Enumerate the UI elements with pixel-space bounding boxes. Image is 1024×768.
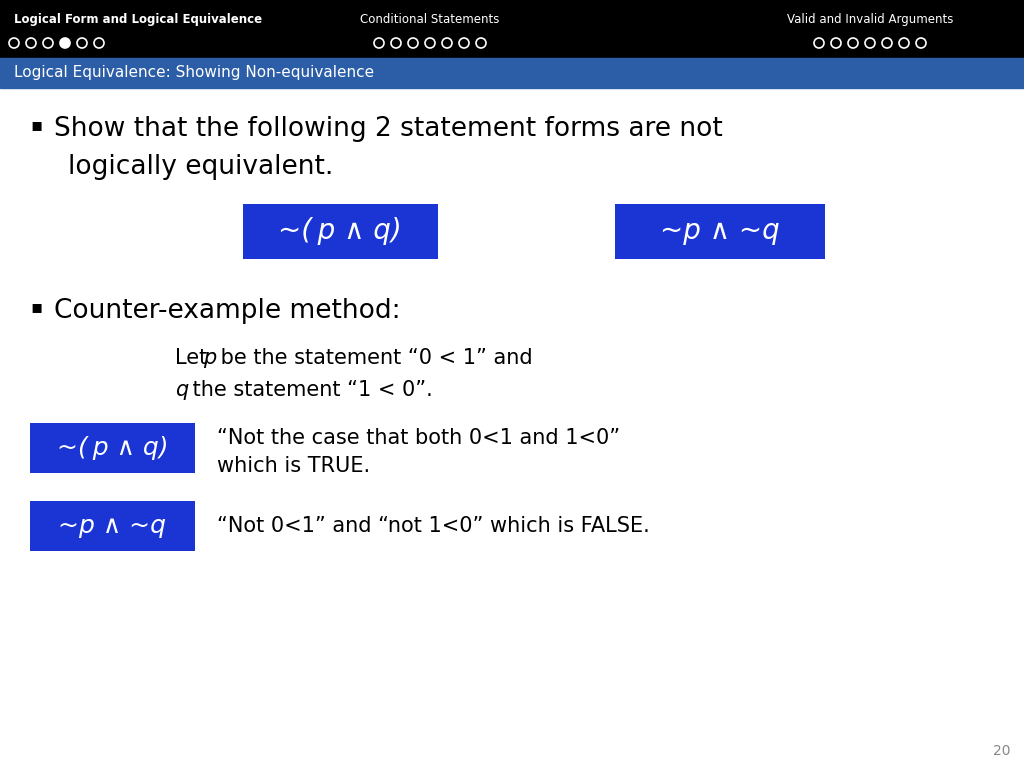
Text: ~( p ∧ q): ~( p ∧ q) <box>56 435 168 459</box>
Text: q: q <box>175 380 188 400</box>
Text: “Not 0<1” and “not 1<0” which is FALSE.: “Not 0<1” and “not 1<0” which is FALSE. <box>217 515 650 535</box>
Bar <box>243 204 437 259</box>
Text: Valid and Invalid Arguments: Valid and Invalid Arguments <box>786 13 953 26</box>
Bar <box>0 0 1024 58</box>
Circle shape <box>60 38 70 48</box>
Text: 20: 20 <box>992 744 1010 758</box>
Text: p: p <box>203 349 216 369</box>
Text: Show that the following 2 statement forms are not: Show that the following 2 statement form… <box>54 116 723 142</box>
Text: the statement “1 < 0”.: the statement “1 < 0”. <box>186 380 433 400</box>
Bar <box>0 58 1024 88</box>
Bar <box>615 204 825 259</box>
Text: ▪: ▪ <box>30 116 42 134</box>
Text: ~p ∧ ~q: ~p ∧ ~q <box>58 514 167 538</box>
Text: Let: Let <box>175 349 214 369</box>
Text: Logical Equivalence: Showing Non-equivalence: Logical Equivalence: Showing Non-equival… <box>14 65 374 81</box>
Text: be the statement “0 < 1” and: be the statement “0 < 1” and <box>214 349 532 369</box>
Text: “Not the case that both 0<1 and 1<0”: “Not the case that both 0<1 and 1<0” <box>217 429 621 449</box>
Text: Counter-example method:: Counter-example method: <box>54 299 400 325</box>
Text: Logical Form and Logical Equivalence: Logical Form and Logical Equivalence <box>14 13 262 26</box>
Bar <box>30 501 195 551</box>
Text: ~p ∧ ~q: ~p ∧ ~q <box>660 217 780 245</box>
Text: logically equivalent.: logically equivalent. <box>68 154 334 180</box>
Bar <box>30 422 195 472</box>
Text: ~( p ∧ q): ~( p ∧ q) <box>279 217 401 245</box>
Text: which is TRUE.: which is TRUE. <box>217 456 370 476</box>
Text: Conditional Statements: Conditional Statements <box>360 13 500 26</box>
Text: ▪: ▪ <box>30 299 42 316</box>
